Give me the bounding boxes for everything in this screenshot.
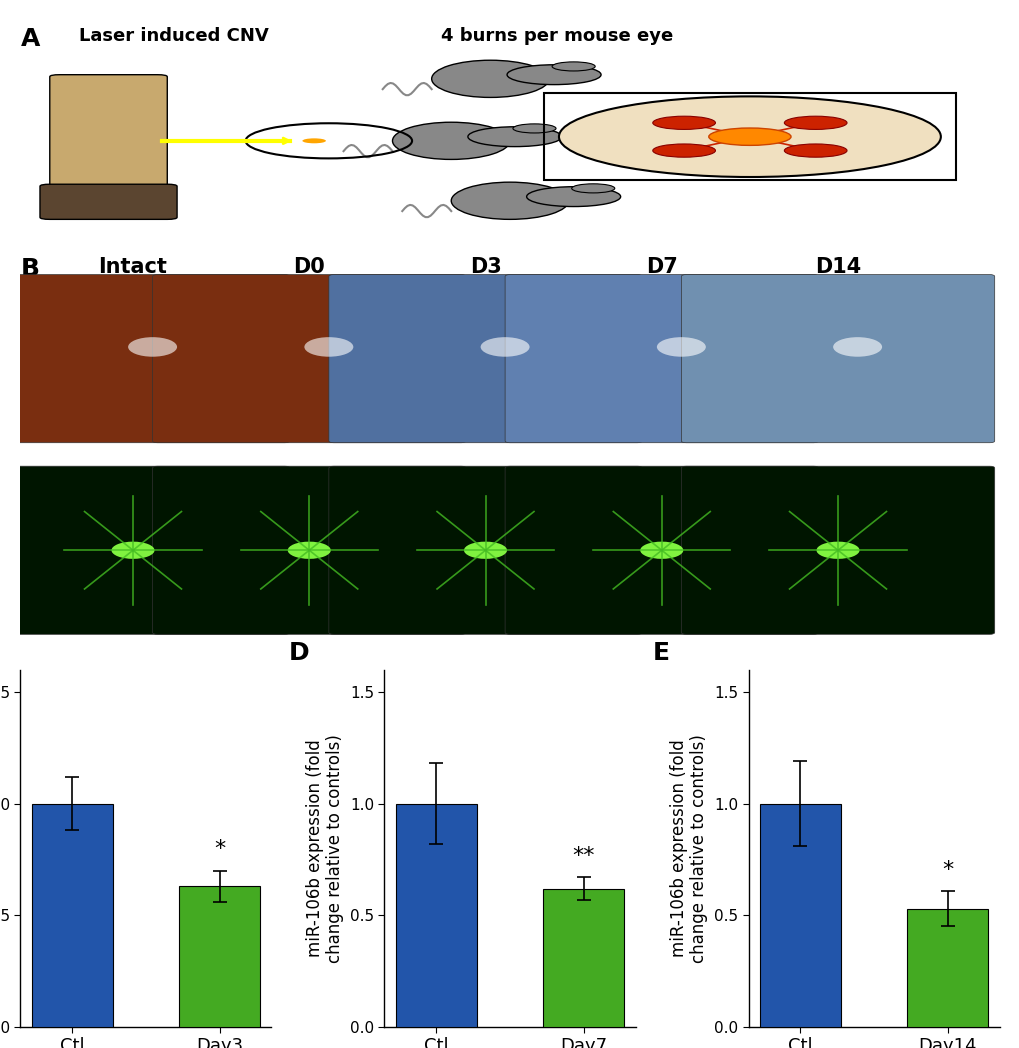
Y-axis label: miR-106b expression (fold
change relative to controls): miR-106b expression (fold change relativ… xyxy=(668,734,708,963)
Circle shape xyxy=(640,542,683,559)
Circle shape xyxy=(551,62,595,71)
Text: D: D xyxy=(288,641,310,665)
Circle shape xyxy=(304,337,353,356)
Text: *: * xyxy=(942,859,953,879)
Bar xyxy=(395,804,477,1027)
Ellipse shape xyxy=(450,182,569,219)
Text: D3: D3 xyxy=(469,257,501,277)
Circle shape xyxy=(815,542,859,559)
FancyBboxPatch shape xyxy=(504,275,817,442)
Text: D14: D14 xyxy=(814,257,860,277)
Text: Infrared Reflectance: Infrared Reflectance xyxy=(39,299,51,419)
Circle shape xyxy=(571,183,614,193)
Circle shape xyxy=(656,337,705,356)
Circle shape xyxy=(480,337,529,356)
Text: A: A xyxy=(20,27,40,51)
Circle shape xyxy=(652,144,714,157)
FancyBboxPatch shape xyxy=(328,275,642,442)
Text: 4 burns per mouse eye: 4 burns per mouse eye xyxy=(441,27,673,45)
Text: E: E xyxy=(652,641,669,665)
FancyBboxPatch shape xyxy=(681,275,994,442)
Circle shape xyxy=(111,542,155,559)
Circle shape xyxy=(128,337,177,356)
Circle shape xyxy=(526,187,620,206)
Text: Fluorescein Angiography: Fluorescein Angiography xyxy=(39,477,51,624)
Circle shape xyxy=(558,96,940,177)
Bar xyxy=(759,804,840,1027)
Circle shape xyxy=(708,128,791,146)
FancyBboxPatch shape xyxy=(153,466,466,634)
Circle shape xyxy=(784,116,846,129)
FancyBboxPatch shape xyxy=(153,275,466,442)
Text: *: * xyxy=(214,839,225,859)
Bar xyxy=(542,889,624,1027)
Text: Intact: Intact xyxy=(99,257,167,277)
Text: **: ** xyxy=(572,846,594,867)
Bar xyxy=(906,909,987,1027)
Circle shape xyxy=(287,542,330,559)
FancyBboxPatch shape xyxy=(0,466,289,634)
Circle shape xyxy=(506,65,600,85)
Y-axis label: miR-106b expression (fold
change relative to controls): miR-106b expression (fold change relativ… xyxy=(306,734,344,963)
Ellipse shape xyxy=(431,60,548,97)
Bar xyxy=(179,887,260,1027)
Circle shape xyxy=(833,337,881,356)
Circle shape xyxy=(468,127,561,147)
Circle shape xyxy=(513,124,555,133)
FancyBboxPatch shape xyxy=(50,74,167,193)
Circle shape xyxy=(464,542,506,559)
Circle shape xyxy=(652,116,714,129)
FancyBboxPatch shape xyxy=(0,275,289,442)
Text: B: B xyxy=(20,257,40,281)
Ellipse shape xyxy=(392,123,510,159)
FancyBboxPatch shape xyxy=(504,466,817,634)
Text: Laser induced CNV: Laser induced CNV xyxy=(79,27,269,45)
Text: D0: D0 xyxy=(293,257,325,277)
Text: D7: D7 xyxy=(645,257,677,277)
FancyBboxPatch shape xyxy=(681,466,994,634)
Circle shape xyxy=(302,138,326,144)
FancyBboxPatch shape xyxy=(328,466,642,634)
Circle shape xyxy=(784,144,846,157)
Bar xyxy=(32,804,113,1027)
FancyBboxPatch shape xyxy=(40,184,177,219)
